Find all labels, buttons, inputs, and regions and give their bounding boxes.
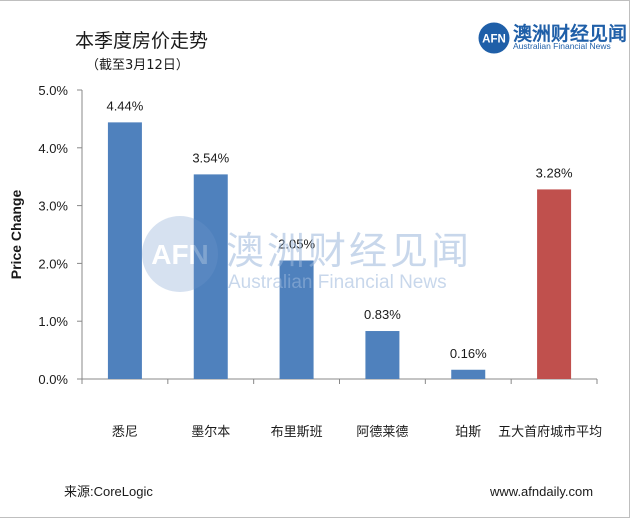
chart-title: 本季度房价走势: [75, 30, 209, 52]
bar-1: [107, 122, 142, 380]
y-tick-label: 4.0%: [38, 141, 68, 156]
source-note: 来源:CoreLogic: [64, 484, 153, 499]
website-link[interactable]: www.afndaily.com: [490, 484, 594, 499]
afn-logo-text: AFN: [482, 34, 506, 46]
data-label: 3.28%: [536, 165, 573, 180]
bar-5: [451, 369, 486, 379]
bar-4: [365, 331, 400, 379]
category-label: 墨尔本: [191, 425, 230, 440]
bar-3: [279, 260, 314, 379]
y-tick-label: 1.0%: [38, 314, 68, 329]
chart-bars: [107, 122, 572, 380]
data-label: 4.44%: [106, 98, 143, 113]
y-axis-title: Price Change: [8, 190, 24, 280]
y-tick-label: 0.0%: [38, 372, 68, 387]
frame-top: [0, 0, 630, 1]
y-tick-label: 3.0%: [38, 199, 68, 214]
y-tick-label: 2.0%: [38, 256, 68, 271]
data-label: 0.83%: [364, 307, 401, 322]
data-label: 2.05%: [278, 237, 315, 252]
chart-subtitle: （截至3月12日）: [86, 58, 189, 73]
category-label: 珀斯: [455, 425, 481, 440]
category-label: 布里斯班: [271, 425, 323, 440]
category-label: 悉尼: [112, 425, 138, 440]
bar-2: [193, 174, 228, 379]
brand-name-cn: 澳洲财经见闻: [513, 23, 628, 45]
y-tick-label: 5.0%: [38, 83, 68, 98]
bar-6: [537, 189, 572, 379]
brand-name-en: Australian Financial News: [513, 41, 611, 51]
watermark-name-cn: 澳洲财经见闻: [226, 229, 473, 273]
category-label: 五大首府城市平均: [498, 424, 602, 440]
chart-labels: 4.44% 悉尼 3.54% 墨尔本 2.05% 布里斯班 0.83% 阿德莱德 0.16% 珀斯…: [106, 98, 602, 440]
data-label: 0.16%: [450, 346, 487, 361]
category-label: 阿德莱德: [356, 425, 408, 440]
chart-axes: 0.0% 1.0% 2.0% 3.0% 4.0% 5.0% Price Change: [8, 83, 598, 387]
afn-logo-icon: AFN: [478, 22, 510, 54]
data-label: 3.54%: [192, 150, 229, 165]
watermark-name-en: Australian Financial News: [228, 272, 447, 293]
